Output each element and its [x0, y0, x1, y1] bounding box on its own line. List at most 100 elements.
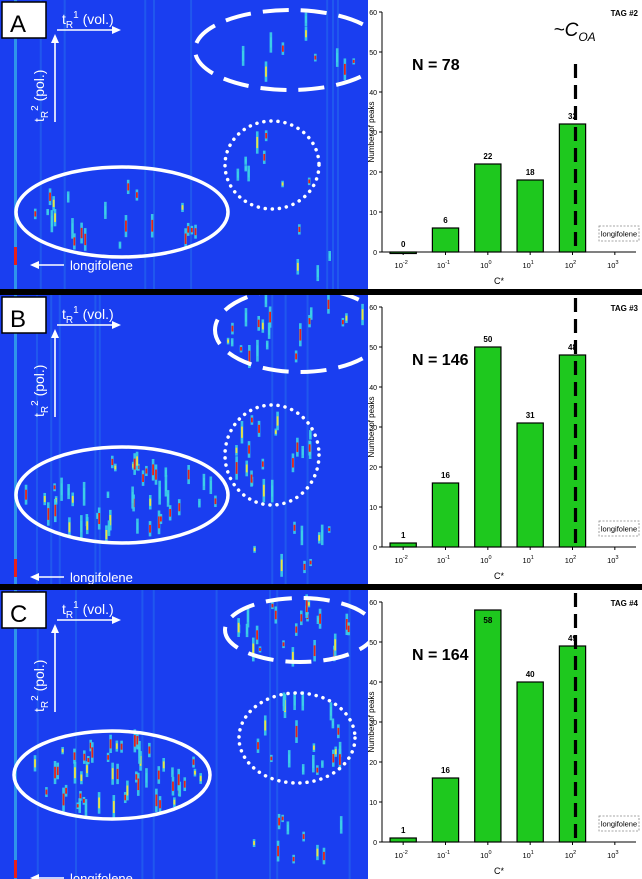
peak-core [305, 16, 307, 23]
y-axis-label-base: t [31, 708, 47, 712]
x-tick-base: 10 [522, 261, 530, 270]
x-tick-base: 10 [607, 261, 615, 270]
data-label: 48 [568, 343, 577, 352]
bar [389, 837, 417, 843]
peak-core [155, 469, 157, 480]
peak-core [158, 516, 160, 529]
streak [326, 0, 329, 289]
bar [474, 163, 502, 253]
peak-core [50, 215, 53, 227]
peak-core [98, 513, 101, 525]
data-label: 16 [441, 766, 450, 775]
peak-core [301, 530, 303, 541]
peak-core [214, 498, 217, 505]
peak-core [276, 416, 279, 426]
peak-core [164, 469, 167, 475]
tag-label: TAG #4 [611, 599, 639, 608]
peak-core [253, 841, 255, 846]
peak-core [43, 495, 46, 503]
peak-core [291, 651, 294, 662]
peak-core [302, 766, 305, 772]
peak-core [295, 725, 298, 738]
peak-core [281, 182, 284, 186]
peak-core [138, 746, 141, 759]
y-tick-label: 50 [369, 345, 377, 352]
peak-core [119, 243, 121, 247]
coa-annotation: ~COA [554, 20, 596, 44]
y-tick-label: 10 [369, 505, 377, 512]
data-label: 58 [483, 616, 492, 625]
x-tick-label: 101 [522, 555, 533, 565]
y-axis-label: tR2 (pol.) [30, 660, 51, 712]
peak-core [169, 509, 172, 517]
streak [306, 295, 309, 584]
x-axis-title: C* [494, 571, 504, 581]
peak-core [292, 856, 295, 862]
x-axis-label-base: t [62, 601, 66, 617]
bar [516, 681, 544, 843]
x-tick-exponent: 3 [615, 555, 618, 561]
longifolene-label: longifolene [70, 570, 133, 584]
peak-core [259, 647, 261, 651]
streak [331, 0, 334, 289]
y-axis-label-suffix: (pol.) [31, 660, 47, 696]
peak-core [323, 851, 325, 861]
x-tick-base: 10 [395, 851, 403, 860]
y-axis-title: Number of peaks [367, 102, 376, 163]
longifolene-box-label: longifolene [601, 230, 637, 239]
streak [39, 0, 42, 289]
peak-core [142, 474, 144, 483]
y-tick-label: 0 [373, 250, 377, 257]
peak-core [209, 480, 212, 490]
peak-core [318, 535, 321, 541]
peak-core [165, 480, 167, 492]
peak-core [308, 179, 311, 184]
peak-core [109, 739, 112, 749]
peak-core [281, 45, 284, 52]
peak-core [264, 720, 267, 731]
peak-core [268, 326, 271, 335]
chart-background [368, 295, 642, 584]
peak-core [298, 226, 301, 232]
x-tick-label: 10-1 [437, 850, 450, 860]
x-axis-label: tR1 (vol.) [62, 10, 114, 31]
peak-core [86, 521, 89, 530]
n-count-label: N = 164 [412, 647, 469, 664]
peak-core [136, 522, 139, 530]
x-tick-exponent: 2 [573, 260, 576, 266]
peak-core [310, 310, 313, 317]
peak-core [98, 797, 101, 809]
x-tick-exponent: 3 [615, 260, 618, 266]
longifolene-peak [14, 247, 17, 265]
x-tick-base: 10 [437, 261, 445, 270]
x-tick-label: 103 [607, 260, 618, 270]
peak-core [299, 328, 302, 341]
x-axis-title: C* [494, 276, 504, 286]
longifolene-box [598, 520, 640, 537]
x-tick-exponent: -2 [403, 260, 408, 266]
peak-core [345, 619, 348, 630]
peak-core [131, 492, 134, 504]
peak-core [250, 474, 253, 483]
streak [144, 0, 147, 289]
x-tick-exponent: 1 [531, 260, 534, 266]
peak-core [265, 66, 267, 77]
y-axis-label-suffix: (pol.) [31, 365, 47, 401]
peak-core [86, 765, 88, 774]
y-tick-label: 40 [369, 90, 377, 97]
peak-core [292, 458, 294, 468]
peak-core [173, 799, 176, 805]
x-tick-base: 10 [437, 851, 445, 860]
x-tick-label: 10-2 [395, 850, 408, 860]
y-tick-label: 10 [369, 800, 377, 807]
bar [431, 227, 460, 253]
peak-core [256, 345, 259, 357]
y-axis-arrowhead [51, 34, 59, 43]
coa-annotation-sub: OA [578, 30, 595, 44]
chart-background [368, 0, 642, 289]
x-tick-base: 10 [522, 556, 530, 565]
peak-core [321, 762, 324, 766]
x-tick-exponent: 0 [488, 850, 491, 856]
coa-annotation-text: ~C [554, 20, 579, 41]
